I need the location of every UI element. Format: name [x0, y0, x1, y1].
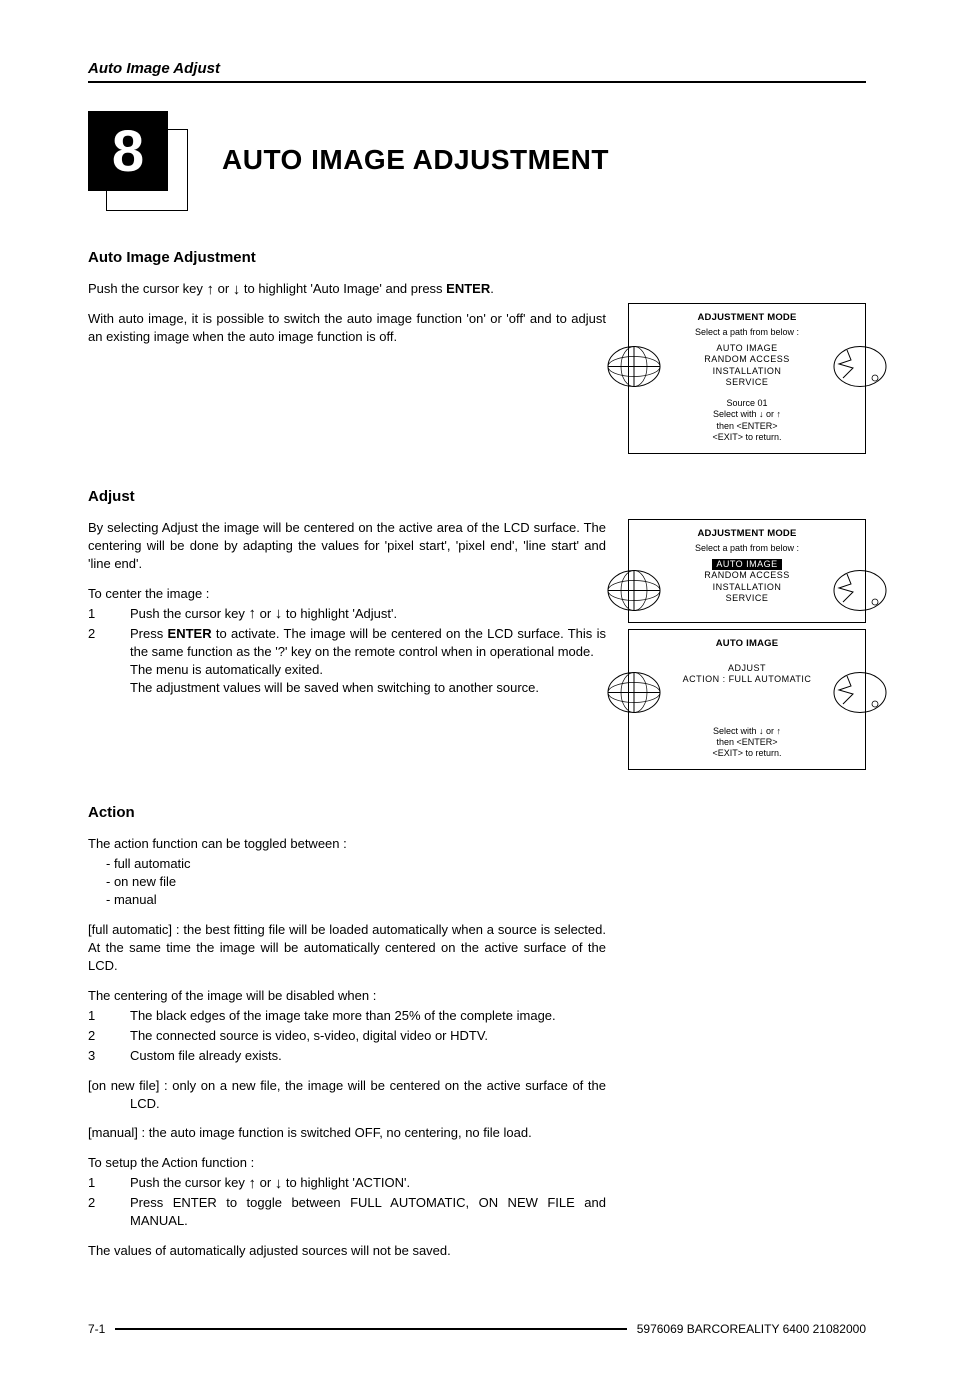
- page-footer: 7-1 5976069 BARCOREALITY 6400 21082000: [88, 1322, 866, 1336]
- osd-menu-item: RANDOM ACCESS: [635, 570, 859, 581]
- osd-screen: ADJUSTMENT MODE Select a path from below…: [628, 303, 866, 454]
- osd-menu-item-selected: AUTO IMAGE: [712, 559, 781, 570]
- list-item: 2The connected source is video, s-video,…: [88, 1027, 606, 1045]
- osd-source: Source 01: [635, 398, 859, 409]
- page-number: 7-1: [88, 1322, 105, 1336]
- running-head: Auto Image Adjust: [88, 60, 866, 83]
- doc-id: 5976069 BARCOREALITY 6400 21082000: [637, 1322, 866, 1336]
- osd-screen: ADJUSTMENT MODE Select a path from below…: [628, 519, 866, 623]
- osd-hint: <EXIT> to return.: [635, 432, 859, 443]
- paragraph: To setup the Action function :: [88, 1154, 606, 1172]
- chapter-header: 8 AUTO IMAGE ADJUSTMENT: [88, 111, 866, 209]
- list-item: 1The black edges of the image take more …: [88, 1007, 606, 1025]
- section-title: Adjust: [88, 488, 866, 505]
- osd-hint: then <ENTER>: [635, 421, 859, 432]
- list-item: on new file: [106, 873, 606, 891]
- paragraph: To center the image :: [88, 585, 606, 603]
- osd-subtitle: Select a path from below :: [635, 327, 859, 337]
- paragraph: [on new file] : only on a new file, the …: [130, 1077, 606, 1113]
- section-title: Action: [88, 804, 866, 821]
- osd-menu-item: SERVICE: [635, 377, 859, 388]
- osd-menu-item: SERVICE: [635, 593, 859, 604]
- osd-menu-item: ACTION : FULL AUTOMATIC: [635, 674, 859, 685]
- paragraph: The values of automatically adjusted sou…: [88, 1242, 606, 1260]
- osd-title: AUTO IMAGE: [635, 638, 859, 649]
- osd-hint: then <ENTER>: [635, 737, 859, 748]
- osd-title: ADJUSTMENT MODE: [635, 312, 859, 323]
- osd-screen: AUTO IMAGE ADJUST ACTION : FULL AUTOMATI…: [628, 629, 866, 770]
- list-item: 2Press ENTER to activate. The image will…: [88, 625, 606, 697]
- list-item: 1Push the cursor key ↑ or ↓ to highlight…: [88, 605, 606, 623]
- chapter-number-block: 8: [88, 111, 186, 209]
- paragraph: The centering of the image will be disab…: [88, 987, 606, 1005]
- chapter-title: AUTO IMAGE ADJUSTMENT: [222, 144, 609, 176]
- section-title: Auto Image Adjustment: [88, 249, 606, 266]
- osd-hint: Select with ↓ or ↑: [635, 726, 859, 737]
- paragraph: Push the cursor key ↑ or ↓ to highlight …: [88, 280, 606, 298]
- paragraph: By selecting Adjust the image will be ce…: [88, 519, 606, 573]
- paragraph: The action function can be toggled betwe…: [88, 835, 606, 853]
- list-item: full automatic: [106, 855, 606, 873]
- osd-menu-item: RANDOM ACCESS: [635, 354, 859, 365]
- osd-subtitle: Select a path from below :: [635, 543, 859, 553]
- list-item: 1Push the cursor key ↑ or ↓ to highlight…: [88, 1174, 606, 1192]
- osd-menu-item: INSTALLATION: [635, 366, 859, 377]
- list-item: 2Press ENTER to toggle between FULL AUTO…: [88, 1194, 606, 1230]
- osd-hint: Select with ↓ or ↑: [635, 409, 859, 420]
- osd-menu-item: AUTO IMAGE: [635, 343, 859, 354]
- osd-menu-item: INSTALLATION: [635, 582, 859, 593]
- osd-menu-item: ADJUST: [635, 663, 859, 674]
- chapter-number: 8: [88, 111, 168, 191]
- paragraph: [manual] : the auto image function is sw…: [88, 1124, 606, 1142]
- list-item: manual: [106, 891, 606, 909]
- osd-hint: <EXIT> to return.: [635, 748, 859, 759]
- paragraph: [full automatic] : the best fitting file…: [88, 921, 606, 975]
- osd-title: ADJUSTMENT MODE: [635, 528, 859, 539]
- paragraph: With auto image, it is possible to switc…: [88, 310, 606, 346]
- list-item: 3Custom file already exists.: [88, 1047, 606, 1065]
